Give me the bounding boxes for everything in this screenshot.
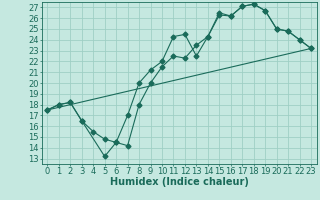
X-axis label: Humidex (Indice chaleur): Humidex (Indice chaleur) bbox=[110, 177, 249, 187]
